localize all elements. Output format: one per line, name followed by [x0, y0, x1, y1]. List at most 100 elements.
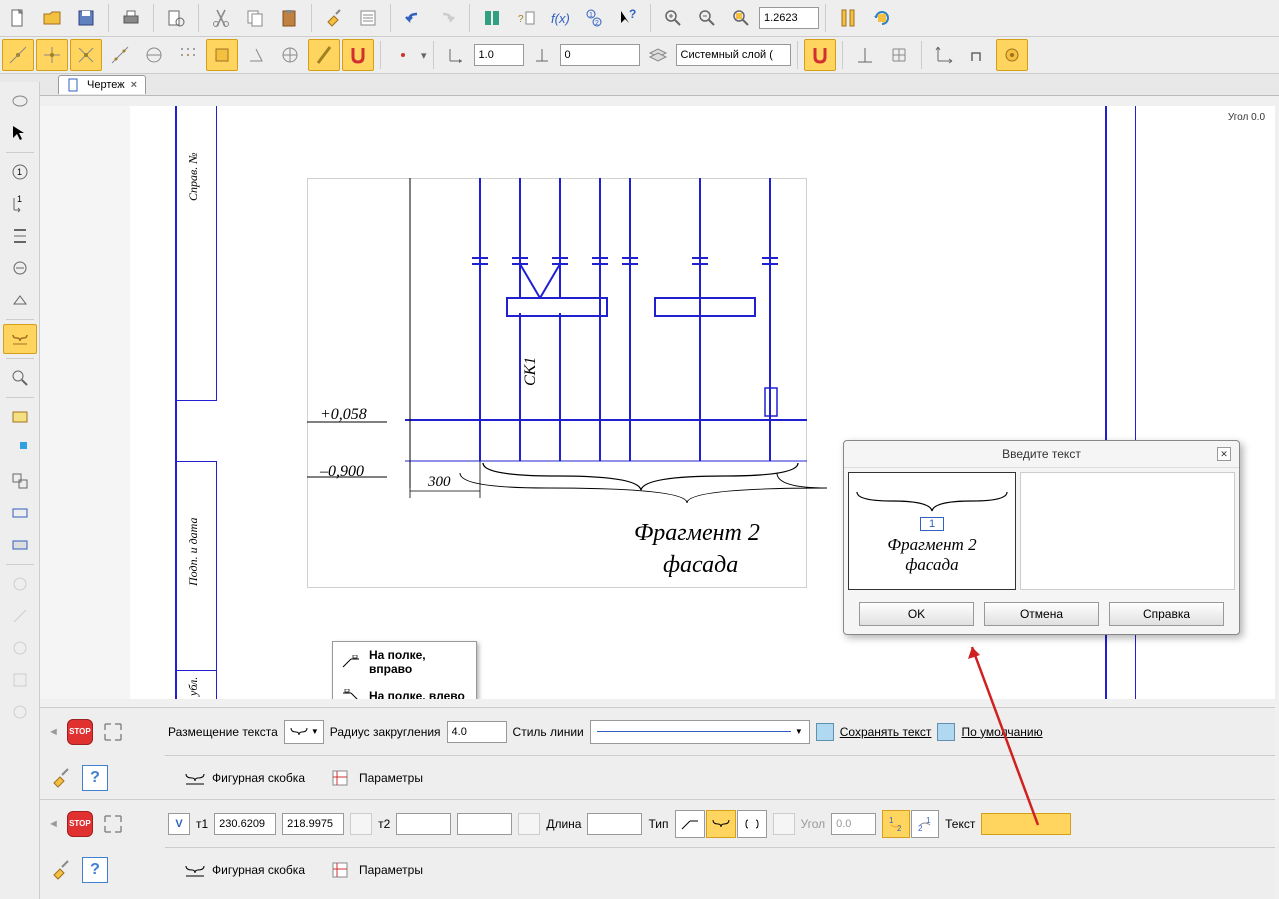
- properties-button[interactable]: [352, 2, 384, 34]
- t2-lock[interactable]: [350, 813, 372, 835]
- dialog-text-area[interactable]: [1020, 472, 1235, 590]
- expand-icon-2[interactable]: [101, 812, 125, 836]
- text-input-field[interactable]: [981, 813, 1071, 835]
- lt-rect-button[interactable]: [3, 402, 37, 432]
- snap-10-button[interactable]: [308, 39, 340, 71]
- point-button[interactable]: [387, 39, 419, 71]
- placement-dropdown[interactable]: ▼: [284, 720, 324, 744]
- lt-mag-button[interactable]: [3, 363, 37, 393]
- t1-lock[interactable]: V: [168, 813, 190, 835]
- copy-button[interactable]: [239, 2, 271, 34]
- numbering-button[interactable]: 12: [578, 2, 610, 34]
- layers-button[interactable]: [642, 39, 674, 71]
- tb2-value2-input[interactable]: [560, 44, 640, 66]
- dialog-close-button[interactable]: ✕: [1217, 447, 1231, 461]
- brush-button-2[interactable]: [48, 857, 74, 883]
- zoom-in-button[interactable]: [657, 2, 689, 34]
- undo-button[interactable]: [397, 2, 429, 34]
- redo-button[interactable]: [431, 2, 463, 34]
- save-file-button[interactable]: [70, 2, 102, 34]
- round-button[interactable]: [996, 39, 1028, 71]
- default-checkbox[interactable]: [937, 723, 955, 741]
- magnet2-button[interactable]: [804, 39, 836, 71]
- refresh-button[interactable]: [866, 2, 898, 34]
- snap-2-button[interactable]: [36, 39, 68, 71]
- help-button-1[interactable]: ?: [82, 765, 108, 791]
- magnet-button[interactable]: [342, 39, 374, 71]
- brush-button-1[interactable]: [48, 765, 74, 791]
- preview-button[interactable]: [160, 2, 192, 34]
- type-opt-2[interactable]: [706, 810, 736, 838]
- snap-5-button[interactable]: [138, 39, 170, 71]
- lt-arrow-button[interactable]: [3, 118, 37, 148]
- tool-a-button[interactable]: [832, 2, 864, 34]
- lt-base-button[interactable]: [3, 285, 37, 315]
- angle-lock[interactable]: [773, 813, 795, 835]
- snap-8-button[interactable]: [240, 39, 272, 71]
- panel1-tab-params[interactable]: Параметры: [320, 762, 434, 794]
- zoom-fit-button[interactable]: [725, 2, 757, 34]
- dialog-help-button[interactable]: Справка: [1109, 602, 1224, 626]
- snap-9-button[interactable]: [274, 39, 306, 71]
- expand-icon[interactable]: [101, 720, 125, 744]
- paste-button[interactable]: [273, 2, 305, 34]
- popup-item-left[interactable]: На полке, влево: [333, 682, 476, 699]
- lt-rect2-button[interactable]: [3, 498, 37, 528]
- snap-6-button[interactable]: [172, 39, 204, 71]
- lt-group-button[interactable]: [3, 466, 37, 496]
- line-style-select[interactable]: ▼: [590, 720, 810, 744]
- axes-button[interactable]: [928, 39, 960, 71]
- layer-select[interactable]: [676, 44, 791, 66]
- snap-4-button[interactable]: [104, 39, 136, 71]
- dir-opt-1[interactable]: 12: [882, 810, 910, 838]
- t1-x-input[interactable]: [214, 813, 276, 835]
- t1-y-input[interactable]: [282, 813, 344, 835]
- document-tab[interactable]: Чертеж ×: [58, 75, 146, 94]
- lt-bracket-button[interactable]: [3, 324, 37, 354]
- lt-weld-button[interactable]: [3, 253, 37, 283]
- length-lock[interactable]: [518, 813, 540, 835]
- save-text-checkbox[interactable]: [816, 723, 834, 741]
- radius-input[interactable]: [447, 721, 507, 743]
- snap-1-button[interactable]: [2, 39, 34, 71]
- new-file-button[interactable]: [2, 2, 34, 34]
- tab-close-button[interactable]: ×: [131, 79, 137, 91]
- function-button[interactable]: f(x): [544, 2, 576, 34]
- tb2-value1-input[interactable]: [474, 44, 524, 66]
- length-input[interactable]: [587, 813, 642, 835]
- t2-x-input[interactable]: [396, 813, 451, 835]
- panel1-tab-bracket[interactable]: Фигурная скобка: [173, 763, 316, 793]
- variables-button[interactable]: ?: [510, 2, 542, 34]
- type-opt-3[interactable]: [737, 810, 767, 838]
- library-button[interactable]: [476, 2, 508, 34]
- dir-opt-2[interactable]: 12: [911, 810, 939, 838]
- ortho-button[interactable]: [962, 39, 994, 71]
- format-painter-button[interactable]: [318, 2, 350, 34]
- stop-button-1[interactable]: STOP: [67, 719, 93, 745]
- angle-input[interactable]: [831, 813, 876, 835]
- lt-rect3-button[interactable]: [3, 530, 37, 560]
- lt-blue-button[interactable]: [3, 434, 37, 464]
- type-opt-1[interactable]: [675, 810, 705, 838]
- t2-y-input[interactable]: [457, 813, 512, 835]
- lt-section-button[interactable]: [3, 221, 37, 251]
- cut-button[interactable]: [205, 2, 237, 34]
- print-button[interactable]: [115, 2, 147, 34]
- grid-button[interactable]: [883, 39, 915, 71]
- coord-button[interactable]: [440, 39, 472, 71]
- dialog-cancel-button[interactable]: Отмена: [984, 602, 1099, 626]
- lt-select-button[interactable]: [3, 86, 37, 116]
- step-button[interactable]: [526, 39, 558, 71]
- popup-item-right[interactable]: На полке, вправо: [333, 642, 476, 682]
- cursor-help-button[interactable]: ?: [612, 2, 644, 34]
- lt-dim-button[interactable]: 1: [3, 189, 37, 219]
- lt-circle1-button[interactable]: 1: [3, 157, 37, 187]
- panel2-tab-params[interactable]: Параметры: [320, 854, 434, 886]
- perp-button[interactable]: [849, 39, 881, 71]
- dialog-ok-button[interactable]: OK: [859, 602, 974, 626]
- help-button-2[interactable]: ?: [82, 857, 108, 883]
- open-file-button[interactable]: [36, 2, 68, 34]
- snap-7-button[interactable]: [206, 39, 238, 71]
- snap-3-button[interactable]: [70, 39, 102, 71]
- zoom-value-input[interactable]: [759, 7, 819, 29]
